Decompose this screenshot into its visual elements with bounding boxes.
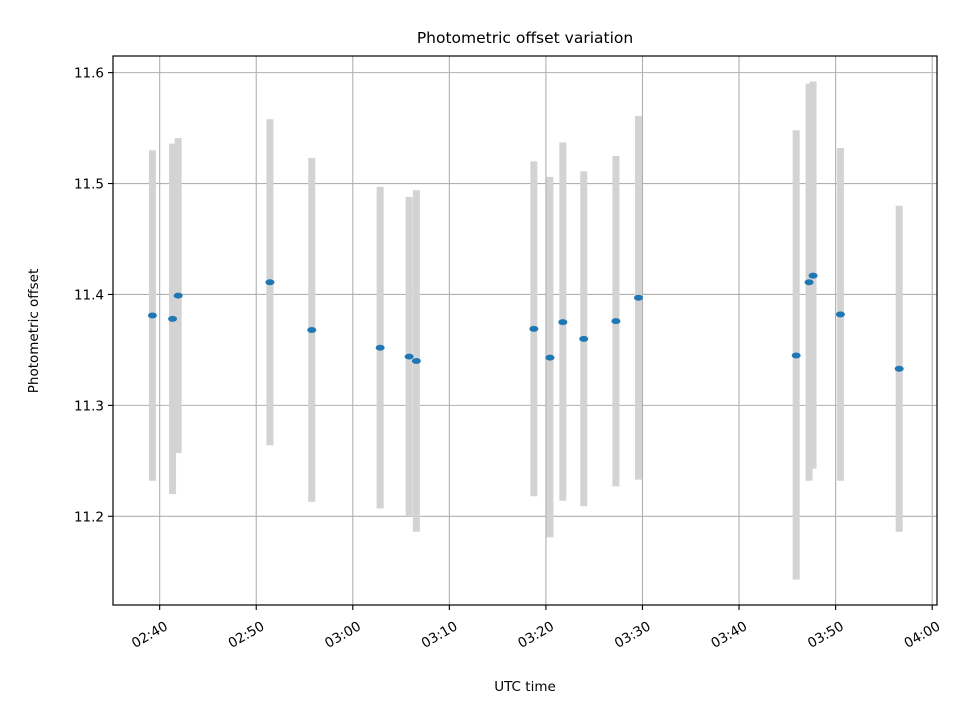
data-point [804, 279, 814, 286]
x-tick-label: 03:20 [515, 618, 557, 651]
y-axis-label: Photometric offset [26, 269, 42, 393]
data-point [579, 335, 589, 342]
data-point [808, 272, 818, 279]
x-axis-label: UTC time [494, 679, 556, 695]
x-tick-label: 03:50 [805, 618, 847, 651]
chart-title: Photometric offset variation [417, 29, 633, 47]
data-point [147, 312, 157, 319]
x-tick-label: 03:40 [708, 618, 750, 651]
x-tick-label: 04:00 [902, 618, 944, 651]
y-tick-label: 11.4 [74, 287, 104, 303]
data-points [147, 272, 904, 372]
data-point [307, 326, 317, 333]
x-tick-label: 03:10 [419, 618, 461, 651]
data-point [529, 325, 539, 332]
data-point [545, 354, 555, 361]
data-point [611, 318, 621, 325]
x-tick-label: 02:40 [129, 618, 171, 651]
data-point [791, 352, 801, 359]
data-point [558, 319, 568, 326]
plot-frame [112, 55, 938, 606]
data-point [173, 292, 183, 299]
y-tick-label: 11.5 [74, 177, 104, 193]
data-point [835, 311, 845, 318]
data-point [375, 344, 385, 351]
x-tick-label: 03:30 [612, 618, 654, 651]
x-tick-label: 02:50 [226, 618, 268, 651]
data-point [265, 279, 275, 286]
data-point [633, 294, 643, 301]
data-point [411, 358, 421, 364]
y-tick-label: 11.2 [74, 509, 104, 525]
x-tick-label: 03:00 [322, 618, 364, 651]
error-bars [148, 81, 903, 580]
data-point [894, 365, 904, 372]
data-point [168, 315, 178, 322]
y-tick-label: 11.6 [74, 66, 104, 82]
data-point [404, 353, 414, 360]
y-tick-label: 11.3 [74, 398, 104, 414]
